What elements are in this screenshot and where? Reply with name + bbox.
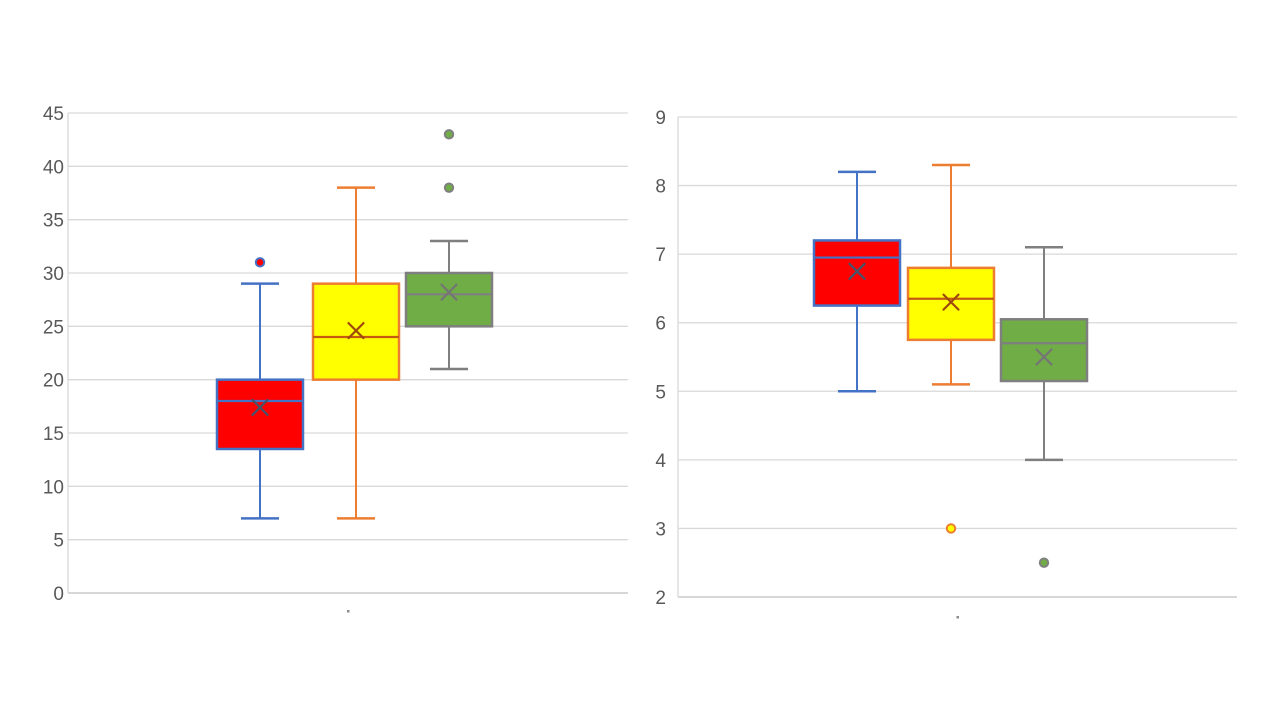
y-tick-label: 6 [655, 314, 666, 335]
green-box-outlier-dot [443, 129, 455, 140]
y-tick-label: 20 [43, 371, 64, 392]
yellow-box-outlier-dot [945, 523, 957, 534]
y-tick-label: 15 [43, 424, 64, 445]
red-box-iqr-box [215, 378, 305, 451]
green-box-mean-x-marker [440, 283, 458, 301]
y-tick-label: 30 [43, 264, 64, 285]
y-tick-label: 9 [655, 108, 666, 129]
green-box-mean-x-marker [1035, 348, 1053, 366]
y-tick-label: 35 [43, 211, 64, 232]
red-box-mean-x-marker [251, 398, 269, 416]
green-box-outlier-dot [1038, 557, 1050, 568]
yellow-box-mean-x-marker [347, 322, 365, 340]
y-tick-label: 45 [43, 104, 64, 125]
red-box-iqr-box [812, 239, 902, 307]
x-axis-tick-dot [347, 610, 350, 613]
y-tick-label: 3 [655, 519, 666, 540]
y-tick-label: 7 [655, 245, 666, 266]
y-tick-label: 25 [43, 317, 64, 338]
y-tick-label: 8 [655, 177, 666, 198]
y-tick-label: 40 [43, 157, 64, 178]
y-tick-label: 2 [655, 588, 666, 609]
green-box-iqr-box [404, 271, 494, 328]
x-axis-tick-dot [956, 616, 959, 619]
yellow-box-iqr-box [906, 266, 996, 342]
green-box-iqr-box [999, 318, 1089, 383]
y-tick-label: 0 [53, 584, 64, 605]
y-tick-label: 4 [655, 451, 666, 472]
y-tick-label: 5 [53, 531, 64, 552]
y-tick-label: 10 [43, 477, 64, 498]
red-box-mean-x-marker [848, 262, 866, 280]
yellow-box-mean-x-marker [942, 293, 960, 311]
green-box-outlier-dot [443, 182, 455, 193]
red-box-outlier-dot [254, 257, 266, 268]
y-tick-label: 5 [655, 382, 666, 403]
